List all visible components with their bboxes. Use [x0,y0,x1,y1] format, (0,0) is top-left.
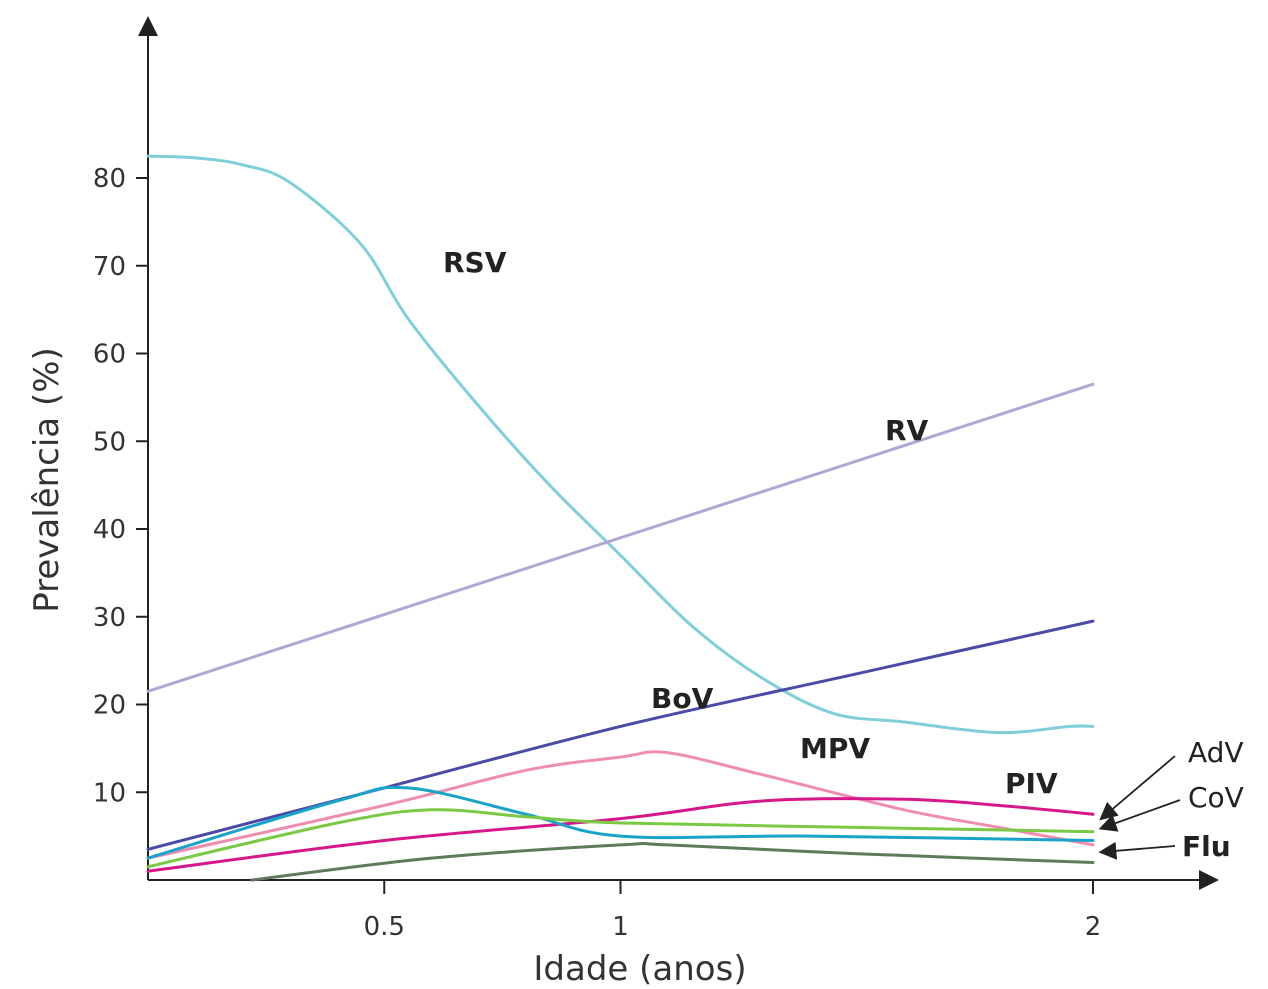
x-ticks: 0.5 1 2 [364,880,1102,942]
x-tick-label: 0.5 [364,912,405,942]
adv-pointer-arrow [1099,755,1176,821]
x-tick-label: 2 [1085,912,1102,942]
series-line-cov [146,808,1095,869]
series-line-piv [146,797,1095,873]
y-tick-label: 10 [93,778,126,808]
x-tick-label: 1 [612,912,629,942]
y-ticks: 10 20 30 40 50 60 70 80 [93,164,148,808]
series-lines [146,154,1095,882]
series-label-rsv: RSV [443,246,507,279]
series-label-piv: PIV [1005,767,1058,800]
y-tick-label: 40 [93,515,126,545]
series-line-mpv [146,750,1095,860]
y-tick-label: 60 [93,340,126,370]
series-line-rv [146,382,1095,693]
series-line-bov [146,619,1095,851]
y-tick-label: 30 [93,603,126,633]
series-label-bov: BoV [651,682,714,715]
series-label-mpv: MPV [800,732,870,765]
y-tick-label: 50 [93,427,126,457]
y-tick-label: 20 [93,691,126,721]
series-label-adv: AdV [1188,736,1244,769]
y-tick-label: 80 [93,164,126,194]
series-line-rsv [146,154,1095,735]
series-label-flu: Flu [1182,830,1231,863]
cov-pointer-arrow [1098,799,1181,832]
series-label-cov: CoV [1188,781,1244,814]
series-label-rv: RV [885,414,929,447]
series-line-flu [250,842,1095,882]
y-tick-label: 70 [93,252,126,282]
y-axis-title: Prevalência (%) [27,347,67,613]
x-axis-title: Idade (anos) [533,949,746,989]
flu-pointer-arrow [1098,841,1176,860]
